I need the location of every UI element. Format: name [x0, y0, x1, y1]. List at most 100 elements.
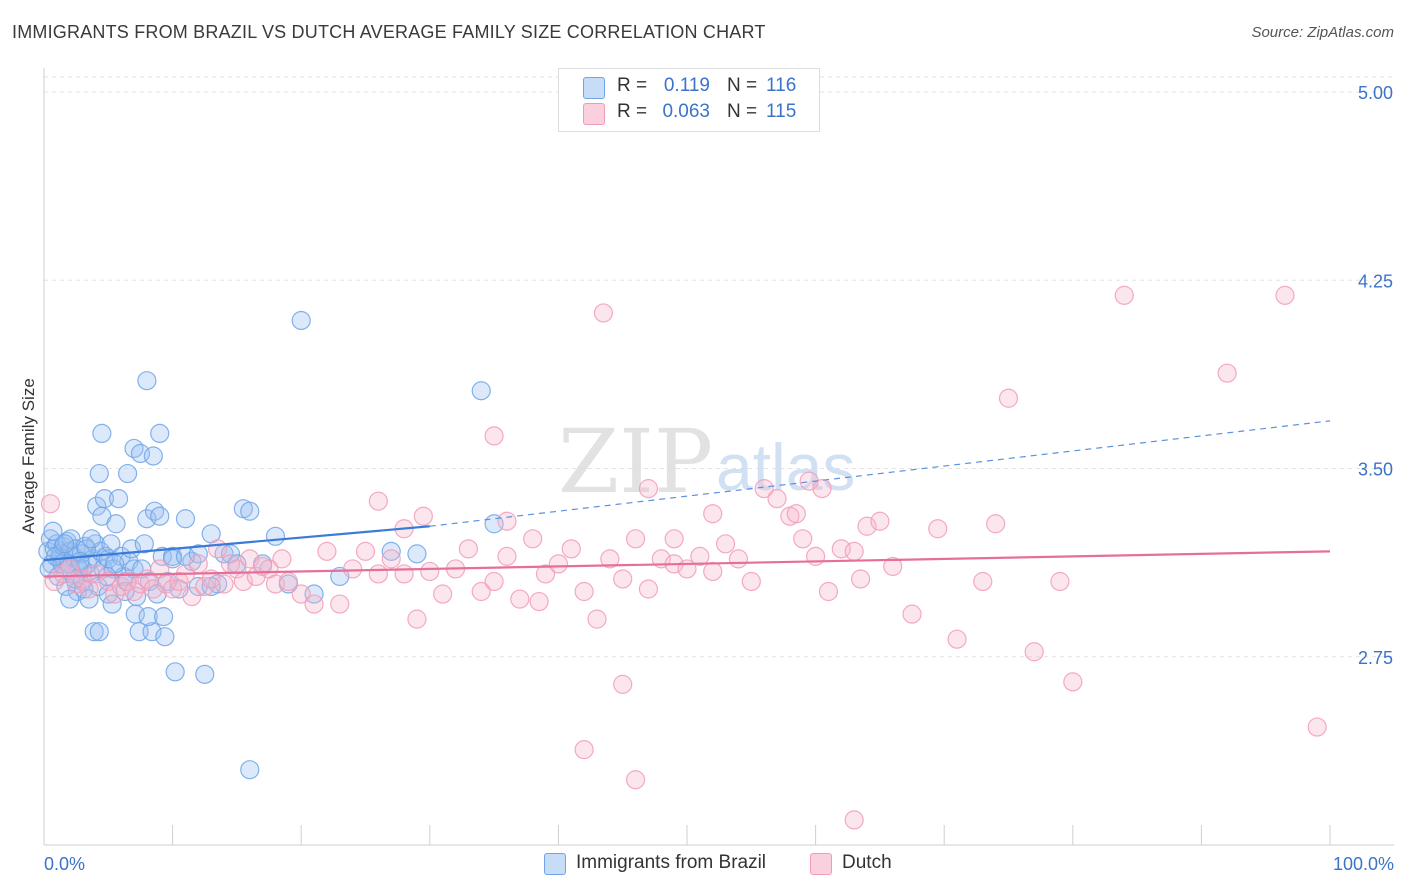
legend-n-value: 115: [766, 101, 797, 122]
watermark-zip: ZIP: [558, 410, 713, 513]
legend-r-value: 0.119: [663, 75, 710, 96]
dutch-point: [330, 594, 350, 614]
series-dutch-points: [40, 285, 1327, 830]
y-axis-label: Average Family Size: [19, 378, 38, 534]
x-tick-label-max: 100.0%: [1333, 854, 1394, 874]
dutch-point: [703, 504, 723, 524]
dutch-point: [883, 556, 903, 577]
dutch-point: [818, 581, 839, 602]
dutch-point: [664, 529, 684, 549]
brazil-trend-extension: [429, 420, 1331, 527]
dutch-point: [587, 609, 607, 629]
dutch-point: [973, 571, 993, 592]
brazil-point: [381, 541, 401, 561]
dutch-point: [208, 539, 228, 559]
watermark: ZIP atlas: [558, 410, 855, 513]
brazil-point: [407, 544, 427, 564]
brazil-point: [165, 662, 185, 682]
dutch-point: [195, 576, 215, 597]
dutch-point: [163, 579, 183, 599]
dutch-point: [291, 584, 311, 604]
legend-r-label: R =: [617, 101, 648, 122]
brazil-point: [108, 489, 129, 509]
dutch-point: [523, 529, 543, 549]
dutch-point: [497, 546, 517, 566]
dutch-point: [1217, 363, 1237, 383]
dutch-point: [1050, 571, 1070, 592]
dutch-point: [458, 539, 478, 559]
dutch-trend-line: [43, 550, 1331, 578]
legend-r-value: 0.063: [662, 101, 710, 122]
trend-lines: [43, 420, 1331, 578]
y-tick-labels: 2.75 3.50 4.25 5.00: [1358, 83, 1393, 668]
brazil-point: [89, 622, 109, 642]
brazil-point: [87, 496, 107, 516]
dutch-point: [625, 770, 646, 790]
dutch-point: [690, 546, 710, 566]
brazil-point: [81, 529, 102, 549]
brazil-point: [79, 589, 99, 609]
dutch-point: [1024, 642, 1044, 662]
dutch-point: [1275, 285, 1295, 305]
y-tick-label: 2.75: [1358, 648, 1393, 668]
bottom-legend-label-dutch: Dutch: [842, 852, 892, 873]
dutch-point: [497, 511, 517, 531]
brazil-point: [195, 664, 215, 684]
dutch-point: [593, 303, 614, 323]
legend-swatch-brazil: [583, 77, 605, 99]
dutch-point: [368, 564, 388, 584]
brazil-point: [137, 371, 157, 391]
dutch-point: [851, 569, 871, 589]
brazil-point: [89, 463, 109, 484]
dutch-point: [143, 579, 163, 599]
brazil-point: [76, 539, 97, 559]
dutch-point: [870, 511, 890, 531]
brazil-point: [175, 509, 196, 529]
brazil-point: [265, 526, 286, 546]
brazil-point: [150, 423, 170, 444]
dutch-point: [53, 564, 73, 584]
brazil-point: [471, 381, 491, 401]
dutch-point: [72, 569, 93, 589]
dutch-point: [304, 594, 324, 614]
dutch-point: [786, 504, 806, 524]
dutch-point: [484, 426, 504, 446]
dutch-point: [703, 561, 723, 582]
dutch-point: [1063, 672, 1083, 692]
dutch-point: [805, 546, 826, 566]
dutch-point: [561, 539, 581, 559]
dutch-point: [613, 569, 633, 589]
brazil-point: [117, 463, 138, 484]
brazil-point: [54, 534, 75, 554]
dutch-point: [728, 549, 749, 569]
dutch-point: [188, 554, 208, 574]
dutch-point: [741, 571, 761, 592]
brazil-point: [134, 534, 154, 554]
brazil-point: [106, 514, 126, 534]
dutch-point: [600, 549, 620, 569]
source-label: Source: ZipAtlas.com: [1251, 24, 1394, 41]
dutch-point: [625, 529, 646, 549]
dutch-point: [638, 579, 659, 599]
brazil-point: [240, 760, 260, 780]
dutch-point: [214, 574, 234, 594]
brazil-point: [150, 506, 170, 526]
brazil-point: [155, 627, 175, 647]
dutch-point: [998, 388, 1019, 408]
dutch-point: [169, 571, 189, 592]
legend-r-label: R =: [617, 75, 648, 96]
bottom-legend-swatch-brazil: [544, 853, 566, 875]
dutch-point: [471, 581, 491, 602]
brazil-point: [124, 438, 144, 459]
dutch-point: [40, 494, 61, 514]
y-tick-label: 5.00: [1358, 83, 1393, 103]
dutch-point: [715, 534, 736, 554]
legend-n-value: 116: [766, 75, 797, 96]
dutch-point: [793, 529, 813, 549]
chart-title: IMMIGRANTS FROM BRAZIL VS DUTCH AVERAGE …: [12, 22, 766, 42]
dutch-point: [381, 549, 401, 569]
dutch-point: [124, 581, 144, 602]
legend-n-label: N =: [727, 101, 758, 122]
dutch-point: [1307, 717, 1327, 737]
brazil-point: [94, 489, 115, 509]
